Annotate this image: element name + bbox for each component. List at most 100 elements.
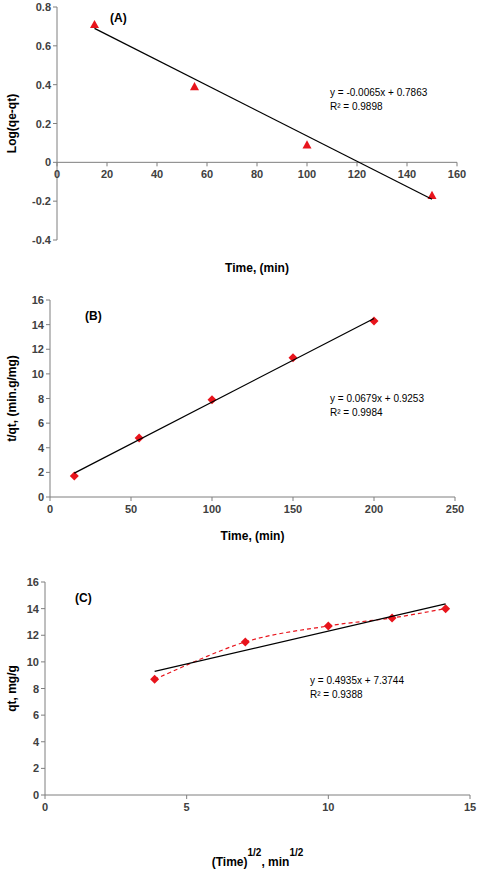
- x-tick-label: 15: [464, 801, 476, 813]
- y-tick: [41, 635, 45, 636]
- y-tick: [41, 661, 45, 662]
- y-tick: [46, 398, 50, 399]
- panel-title: (C): [75, 591, 92, 605]
- y-tick: [53, 162, 57, 163]
- y-tick-label: 2: [33, 762, 39, 774]
- panel: 0246810121416050100150200250t/qt, (min.g…: [5, 294, 464, 543]
- y-tick: [53, 240, 57, 241]
- x-tick: [257, 162, 258, 166]
- equation-annotation: R² = 0.9898: [330, 101, 383, 112]
- y-tick-label: 10: [27, 656, 39, 668]
- y-tick: [46, 447, 50, 448]
- y-tick-label: 4: [38, 442, 45, 454]
- y-tick-label: 6: [38, 417, 44, 429]
- x-tick: [45, 795, 46, 799]
- x-tick: [374, 497, 375, 501]
- x-tick: [407, 162, 408, 166]
- x-tick-label: 0: [54, 168, 60, 180]
- y-axis-label: t/qt, (min.g/mg): [5, 355, 19, 442]
- panel-title: (B): [85, 309, 102, 323]
- x-tick: [107, 162, 108, 166]
- y-tick: [46, 423, 50, 424]
- x-tick-label: 250: [446, 503, 464, 515]
- x-tick-label: 40: [151, 168, 163, 180]
- x-tick-label: 0: [47, 503, 53, 515]
- x-tick: [457, 162, 458, 166]
- y-tick: [46, 373, 50, 374]
- y-tick-label: 0.4: [36, 79, 52, 91]
- y-tick-label: 4: [33, 736, 40, 748]
- x-tick: [50, 497, 51, 501]
- y-tick: [41, 688, 45, 689]
- y-tick: [41, 582, 45, 583]
- x-tick: [357, 162, 358, 166]
- x-tick-label: 60: [201, 168, 213, 180]
- y-tick: [41, 608, 45, 609]
- x-tick: [328, 795, 329, 799]
- y-tick: [53, 123, 57, 124]
- y-axis-label: Log(qe-qt): [5, 94, 19, 153]
- y-tick-label: 12: [32, 343, 44, 355]
- x-axis: [45, 795, 470, 796]
- y-tick-label: 14: [32, 319, 45, 331]
- y-tick: [53, 45, 57, 46]
- data-point: [303, 140, 312, 148]
- y-tick-label: -0.2: [32, 195, 51, 207]
- x-axis-label-part: (Time): [212, 855, 248, 869]
- y-tick-label: 0: [45, 156, 51, 168]
- y-tick: [41, 768, 45, 769]
- x-tick-label: 20: [101, 168, 113, 180]
- x-tick: [293, 497, 294, 501]
- y-tick-label: 0.8: [36, 1, 51, 13]
- panel: 0246810121416051015qt, mg/g(Time)1/2, mi…: [5, 576, 476, 869]
- x-tick-label: 50: [125, 503, 137, 515]
- y-tick-label: 0.6: [36, 40, 51, 52]
- y-tick-label: 0.2: [36, 118, 51, 130]
- x-axis-label: Time, (min): [221, 529, 285, 543]
- y-tick: [41, 795, 45, 796]
- x-tick: [470, 795, 471, 799]
- y-tick: [53, 201, 57, 202]
- y-tick-label: 10: [32, 368, 44, 380]
- y-tick: [41, 741, 45, 742]
- x-tick-label: 100: [203, 503, 221, 515]
- y-tick-label: 2: [38, 466, 44, 478]
- y-tick: [46, 300, 50, 301]
- x-tick-label: 0: [42, 801, 48, 813]
- y-tick-label: -0.4: [32, 234, 52, 246]
- y-axis-label: qt, mg/g: [5, 665, 19, 712]
- y-tick: [46, 472, 50, 473]
- data-point: [289, 353, 298, 362]
- data-point: [370, 316, 379, 325]
- trend-line: [95, 28, 433, 199]
- x-tick-label: 80: [251, 168, 263, 180]
- x-axis-label-part: , min: [261, 855, 289, 869]
- x-tick-label: 150: [284, 503, 302, 515]
- x-axis: [50, 497, 455, 498]
- y-tick: [46, 324, 50, 325]
- figure: -0.4-0.200.20.40.60.80204060801001201401…: [0, 0, 490, 886]
- y-tick: [53, 7, 57, 8]
- x-tick: [212, 497, 213, 501]
- panel: -0.4-0.200.20.40.60.80204060801001201401…: [5, 1, 466, 275]
- y-tick: [41, 715, 45, 716]
- y-tick-label: 0: [38, 491, 44, 503]
- equation-annotation: y = 0.4935x + 7.3744: [310, 675, 404, 686]
- x-tick: [186, 795, 187, 799]
- y-tick: [46, 497, 50, 498]
- equation-annotation: y = 0.0679x + 0.9253: [330, 393, 424, 404]
- x-tick-label: 200: [365, 503, 383, 515]
- y-tick-label: 12: [27, 629, 39, 641]
- x-tick: [157, 162, 158, 166]
- data-point: [90, 20, 99, 28]
- equation-annotation: y = -0.0065x + 0.7863: [330, 87, 428, 98]
- y-tick-label: 0: [33, 789, 39, 801]
- y-tick: [46, 349, 50, 350]
- x-axis-label-sup: 1/2: [247, 847, 261, 858]
- x-axis-label: (Time)1/2, min1/2: [212, 847, 304, 869]
- data-point: [190, 82, 199, 90]
- x-tick-label: 140: [398, 168, 416, 180]
- x-tick: [131, 497, 132, 501]
- x-tick: [207, 162, 208, 166]
- x-axis-label-sup: 1/2: [289, 847, 303, 858]
